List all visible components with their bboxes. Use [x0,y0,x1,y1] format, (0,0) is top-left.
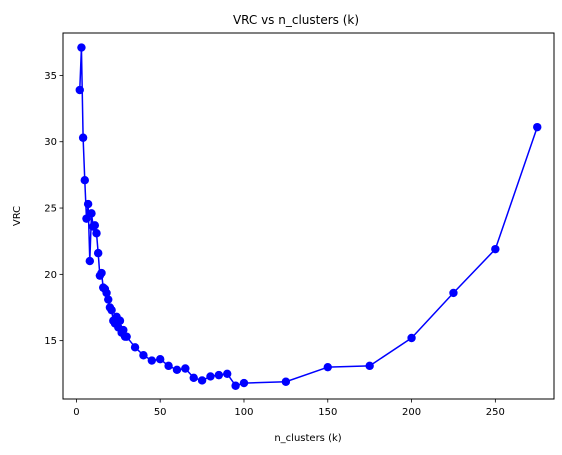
data-point [281,377,291,386]
y-tick-label: 35 [44,71,57,82]
data-point [130,343,140,352]
data-point [119,325,128,335]
data-point [197,376,207,385]
chart-title: VRC vs n_clusters (k) [233,13,359,27]
axes-frame [62,32,555,400]
x-tick-label: 50 [154,407,167,418]
x-tick-label: 150 [318,407,337,418]
x-tick-label: 200 [402,407,421,418]
data-point [155,355,165,364]
data-point [107,305,116,315]
data-point [231,381,240,390]
data-point [147,356,157,365]
y-tick-label: 25 [44,204,57,215]
data-point [85,256,95,266]
data-point [82,214,91,223]
data-point [181,364,190,373]
data-point [164,361,173,371]
data-point [491,244,500,254]
data-point [83,199,93,209]
data-point [223,369,232,379]
x-tick-label: 0 [73,407,79,418]
y-tick-label: 15 [44,336,57,347]
data-point [172,365,182,375]
data-point [214,370,224,380]
data-point [206,372,215,381]
data-point [77,43,86,52]
data-point [104,295,113,304]
y-tick-label: 30 [44,137,57,148]
data-point [365,361,374,371]
data-point [90,221,100,230]
data-point [102,288,111,298]
data-point [75,85,84,95]
data-point [449,288,458,298]
x-axis-label: n_clusters (k) [274,433,341,444]
x-tick-label: 250 [486,407,505,418]
data-point [97,268,106,278]
data-point [87,209,96,218]
x-tick-label: 100 [234,407,253,418]
data-point [533,122,542,132]
data-point [78,133,88,142]
data-point [407,333,416,343]
data-point [139,351,148,360]
data-point [323,362,332,372]
plot-area: 0 50 100 150 200 250 15 20 25 30 35 [44,43,542,418]
y-tick-label: 20 [44,270,57,281]
data-point [189,373,198,382]
y-axis-label: VRC [12,206,23,226]
data-point [115,316,125,325]
data-point [80,175,89,185]
data-point [122,332,131,341]
data-point [239,378,249,388]
data-point [92,229,101,238]
data-point [93,248,103,258]
